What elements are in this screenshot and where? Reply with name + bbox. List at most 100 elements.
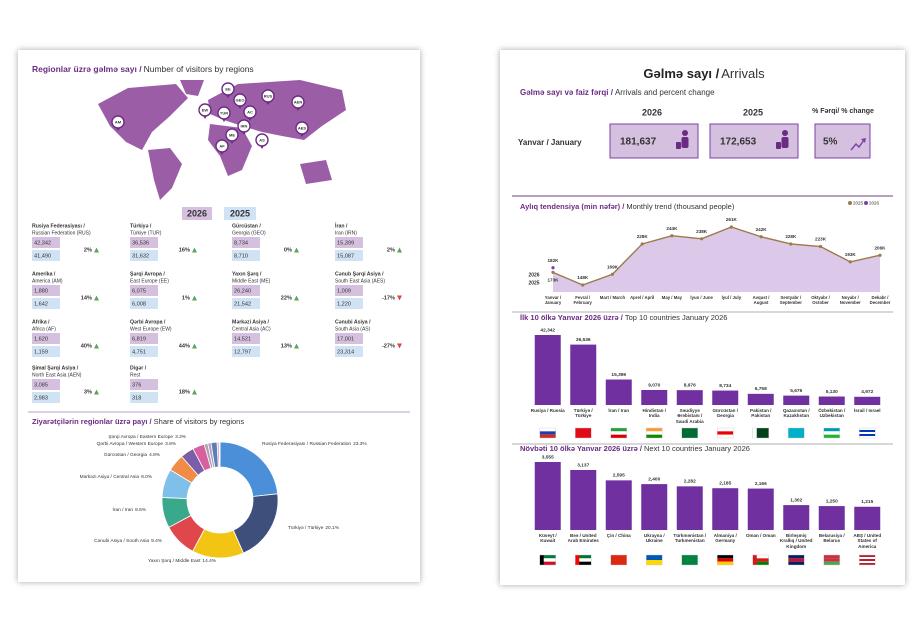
region-name: Gürcüstan / [232,223,261,229]
bar [570,469,597,530]
panel-subtitle-bold: Gəlmə sayı və faiz fərqi / [520,88,614,97]
region-name: Cənub Şərqi Asiya / [335,271,384,277]
map-pin-label: EE [225,86,231,91]
series-axis-label: 2025 [528,280,539,286]
region-name: Rusiya Federasiyası / [32,223,85,229]
value-label: 42,342 [540,327,555,333]
region-current: 8,734 [234,240,248,246]
x-tick-label: Türkiyə / Türkiye [573,408,593,419]
flag [539,558,556,562]
bar [854,506,881,530]
map-pin-label: AF [219,143,225,148]
series-axis-label: 2026 [528,272,539,278]
flag [539,428,556,432]
row-label: Yanvar / January [518,138,582,147]
x-tick-label: İsrail / Israel [853,408,881,413]
point [789,242,793,246]
region-change: 14% [81,295,92,301]
region-current: 42,342 [34,240,51,246]
map-pin [261,89,275,103]
bar [641,390,668,405]
region-previous: 318 [132,395,141,401]
flag-border [823,554,840,566]
slice-category: Mərkəzi Asiya / Central Asia [80,474,140,480]
region-previous: 31,632 [132,253,149,259]
value-label: 2,400 [648,476,660,482]
flag [823,561,840,565]
value-label: 8,734 [719,383,731,389]
flag [788,555,805,559]
legend-label: 2025 [853,200,864,205]
bar [534,335,561,405]
slice-label: Qərbi Avropa / Western Europe 3.8% [97,441,177,447]
region-sub: Rest [130,372,141,378]
chart-title-rest: Monthly trend (thousand people) [626,202,734,211]
point [848,260,852,264]
slice-value-label: 8.0% [141,474,153,480]
arrival-value: 172,653 [720,137,757,148]
region-change: 3% [84,389,92,395]
flag [717,431,734,435]
bar [712,488,739,530]
x-tick-label: Qazaxıstan / Kazakhstan [782,408,810,419]
bar [818,506,845,530]
region-sub: Russian Federation (RUS) [32,230,91,236]
region-previous: 41,490 [34,253,51,259]
x-tick-label: İyun / June [690,295,713,300]
region-change: 2% [84,247,92,253]
flag-border [823,427,840,439]
x-tick-label: Rusiya / Russia [530,408,565,413]
x-tick-label: Hindistan / India [642,408,666,419]
current-box [232,237,260,248]
flag [681,555,698,565]
x-tick-label: Küveyt / Kuwait [538,533,557,544]
flag-border [575,554,592,566]
x-tick-label: Pakistan / Pakistan [750,408,772,419]
x-tick-label: İyul / July [721,295,742,300]
current-box [335,237,363,248]
point [640,242,644,246]
region-previous: 21,542 [234,301,251,307]
flag [539,561,556,565]
region-current: 376 [132,382,141,388]
bar [783,395,810,405]
x-tick-label: Türkmənistan / Turkmenistan [673,533,707,544]
slice-label: Gürcüstan / Georgia 4.8% [104,452,161,458]
north-america [98,84,188,150]
world-map [98,80,346,200]
luggage-icon [676,142,681,149]
bar [747,393,774,405]
flag [539,555,556,559]
trend-up [94,295,99,301]
col-header: 2026 [642,107,662,117]
greenland [180,80,204,96]
chart-title-rest: Share of visitors by regions [154,417,245,426]
flag [610,434,627,438]
region-previous: 8,710 [234,253,248,259]
x-tick-label: Ukrayna / Ukraine [643,533,665,544]
legend-label: 2026 [869,200,880,205]
flag [859,559,876,561]
flag [646,428,663,432]
slice-category: Yaxın Şərq / Middle East [148,558,201,564]
flag-border [717,427,734,439]
region-sub: East Europe (EE) [130,278,169,284]
region-previous: 1,220 [337,301,351,307]
x-tick-label: Yanvar / January [544,295,562,305]
map-pin-label: AS [259,137,265,142]
bar [605,480,632,530]
current-box [32,379,60,390]
flag-border [575,427,592,439]
value-label: 206K [875,245,887,250]
point [818,244,823,249]
flag [752,428,757,438]
current-box [335,333,363,344]
person-icon [782,130,788,136]
africa [208,124,252,176]
current-box [232,333,260,344]
value-label: 2,282 [684,479,696,485]
flag [575,561,592,565]
region-previous: 1,159 [34,349,48,355]
x-tick-label: Dekabr / December [869,295,891,305]
